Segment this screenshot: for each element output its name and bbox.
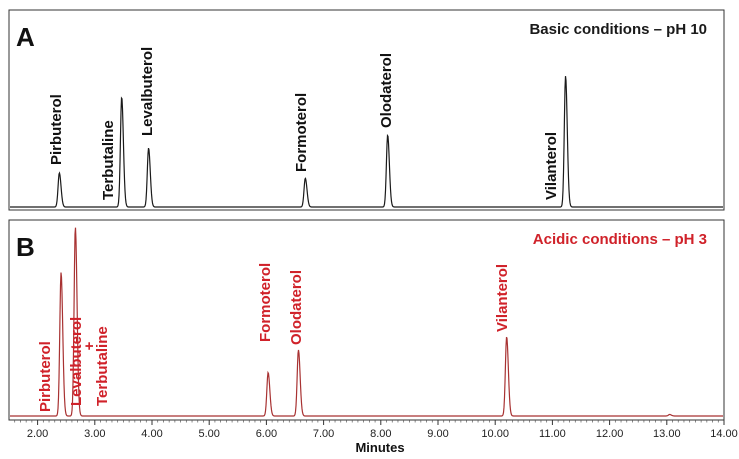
x-tick-label: 10.00 <box>481 428 509 440</box>
peak-label: Pirbuterol <box>37 341 54 412</box>
x-tick-label: 13.00 <box>653 428 681 440</box>
panel-frame <box>8 9 725 211</box>
panel-frame <box>8 219 725 421</box>
peak-label: Formoterol <box>293 93 310 172</box>
x-axis: 2.00 3.00 4.00 5.00 6.00 7.00 8.00 9.00 10.00 11.… <box>14 420 738 440</box>
x-tick-label: 11.00 <box>539 428 566 440</box>
x-tick-label: 5.00 <box>198 428 219 440</box>
panel-letter: A <box>16 22 35 52</box>
x-tick-label: 6.00 <box>256 428 277 440</box>
x-tick-label: 3.00 <box>84 428 105 440</box>
peak-label: Pirbuterol <box>48 94 65 165</box>
peak-label: Terbutaline <box>100 120 117 200</box>
peak-label: Levalbuterol <box>139 47 156 136</box>
x-tick-label: 9.00 <box>427 428 448 440</box>
peak-label: Levalbuterol <box>68 317 85 406</box>
x-tick-label: 2.00 <box>27 428 48 440</box>
x-tick-label: 4.00 <box>141 428 162 440</box>
peak-label: Olodaterol <box>378 53 395 128</box>
panel-title: Acidic conditions – pH 3 <box>533 231 707 248</box>
chromatogram-trace <box>10 227 723 417</box>
x-tick-label: 8.00 <box>370 428 391 440</box>
peak-label: + <box>81 341 98 350</box>
panel-b: B Acidic conditions – pH 3 Pirbuterol Leval… <box>8 219 725 421</box>
x-axis-title: Minutes <box>355 440 404 455</box>
panel-a: A Basic conditions – pH 10 Pirbuterol Terbu… <box>8 9 725 211</box>
peak-label: Terbutaline <box>94 326 111 406</box>
peak-label: Vilanterol <box>543 132 560 200</box>
panel-letter: B <box>16 232 35 262</box>
x-tick-label: 7.00 <box>313 428 334 440</box>
peak-label: Vilanterol <box>494 264 511 332</box>
panel-title: Basic conditions – pH 10 <box>529 21 707 38</box>
peak-label: Formoterol <box>257 263 274 342</box>
peak-label: Olodaterol <box>288 270 305 345</box>
chromatogram-trace <box>10 76 723 208</box>
x-tick-label: 12.00 <box>596 428 624 440</box>
x-tick-label: 14.00 <box>710 428 738 440</box>
